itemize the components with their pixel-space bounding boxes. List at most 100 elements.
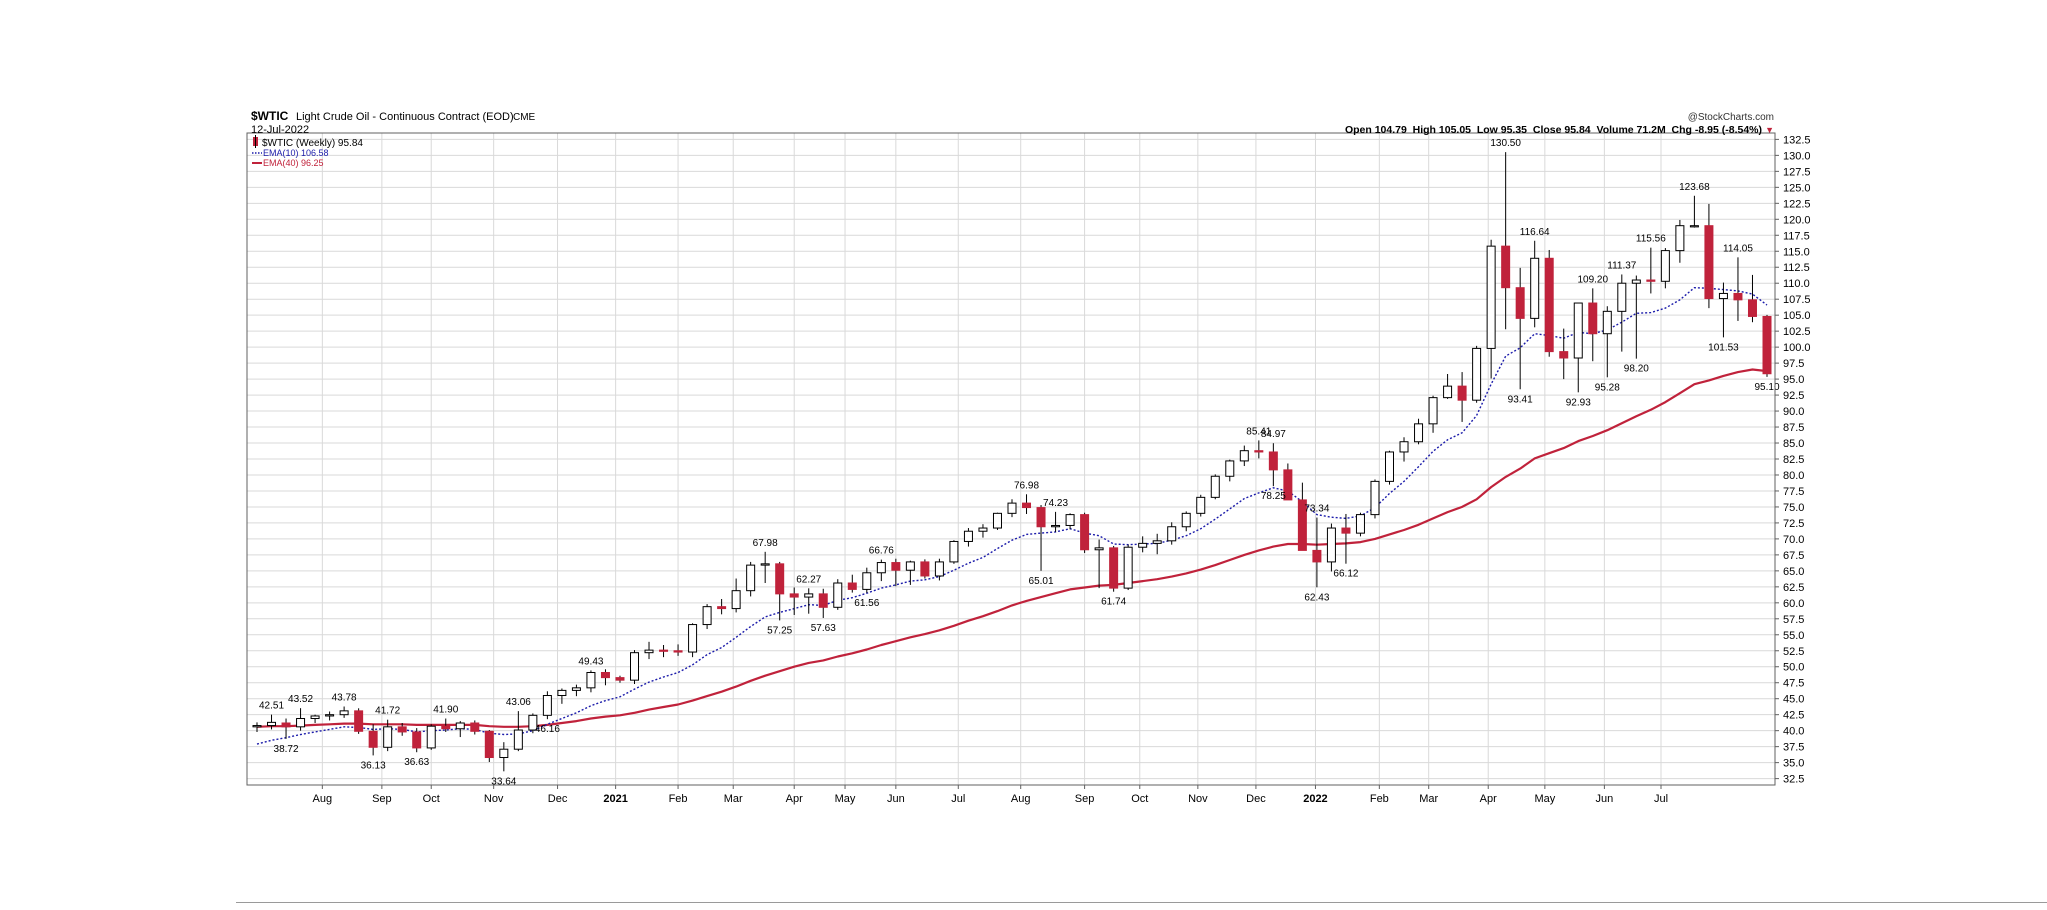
candle [1370,479,1380,519]
price-annotation-label: 93.41 [1508,394,1533,405]
candle-body-up [267,721,277,727]
candle-body-down [1559,351,1569,359]
y-axis-tick-label: 82.5 [1783,454,1804,466]
candle [1181,511,1191,532]
candle [1501,152,1511,330]
candle-body-up [934,561,944,577]
candle [1051,511,1061,532]
price-annotation-label: 57.25 [767,625,792,636]
candle-body-up [1486,245,1496,349]
header-description: Light Crude Oil - Continuous Contract (E… [296,111,514,123]
candle-body-up [731,590,741,610]
price-annotation-label: 41.72 [375,706,400,717]
y-axis-tick-label: 70.0 [1783,534,1804,546]
price-annotation-label: 115.56 [1636,234,1666,245]
candle-body-up [963,530,973,542]
ema40-line [256,368,1768,728]
candle [1268,443,1278,487]
chart-header: $WTIC Light Crude Oil - Continuous Contr… [251,109,1774,136]
candle [1355,512,1365,537]
y-axis-tick-label: 50.0 [1783,662,1804,674]
candle [818,588,828,618]
candle [571,684,581,697]
candle [905,560,915,585]
header-ohlc-marker: ▼ [1765,125,1774,135]
candle [992,512,1002,530]
candle [1617,274,1627,352]
candle-body-up [252,725,262,728]
candle [339,706,349,718]
x-axis-tick-label: Apr [1480,793,1497,805]
candle-body-up [513,729,523,750]
price-annotation-label: 33.64 [491,776,516,787]
candle-body-up [1399,441,1409,453]
candle [1573,302,1583,393]
y-axis-tick-label: 62.5 [1783,582,1804,594]
candle-body-up [571,687,581,691]
candle-body-up [1167,526,1177,542]
candle [1297,482,1307,551]
candle-body-up [702,606,712,626]
y-axis-tick-label: 72.5 [1783,518,1804,530]
candle [1210,474,1220,500]
y-axis-tick-label: 55.0 [1783,630,1804,642]
candle-body-up [1152,540,1162,544]
price-annotation-label: 84.97 [1261,429,1286,440]
candle-body-up [1385,451,1394,482]
price-annotation-label: 36.13 [361,760,386,771]
candle-body-down [659,649,669,652]
legend-item-ema40: EMA(40) 96.25 [252,158,324,168]
ema10-line [256,287,1768,745]
candle [1167,522,1177,545]
candle [1762,314,1772,377]
candle [1036,505,1046,571]
candle-body-down [412,731,422,749]
candle [688,623,698,658]
candle-body-up [1660,250,1670,282]
candle-body-down [789,593,799,598]
candle [470,720,480,735]
candle [1472,345,1482,403]
candle-body-up [630,652,639,681]
candle [397,722,407,736]
y-axis-tick-label: 85.0 [1783,438,1804,450]
legend-ema40-label: EMA(40) 96.25 [263,158,324,168]
candle-body-up [746,564,756,592]
x-axis-tick-label: Aug [1011,793,1031,805]
candle [441,718,451,732]
candle-body-up [1602,310,1612,335]
candle [1399,437,1409,462]
y-axis-tick-label: 107.5 [1783,294,1811,306]
candle [1631,275,1641,359]
candle [1689,195,1699,228]
y-axis-tick-label: 90.0 [1783,406,1804,418]
candle-body-up [1631,279,1641,284]
candle-body-up [876,562,886,574]
price-annotation-label: 85.41 [1246,426,1271,437]
y-axis-tick-label: 132.5 [1783,134,1811,146]
x-axis-tick-label: Jun [1596,793,1614,805]
candle-body-up [1428,397,1438,425]
header-date: 12-Jul-2022 [251,124,309,136]
candle [862,567,872,593]
candle-body-up [949,540,959,563]
y-axis-tick-label: 115.0 [1783,246,1810,258]
price-annotation-label: 43.06 [506,697,531,708]
candle [1515,267,1525,390]
header-symbol: $WTIC [251,109,289,123]
price-annotation-label: 66.12 [1333,569,1358,580]
price-annotation-label: 43.78 [332,693,357,704]
candle [1109,545,1119,592]
candle [1675,219,1685,263]
candle [1602,306,1612,378]
x-axis-tick-label: Oct [1131,793,1148,805]
candle-body-down [600,671,610,679]
price-annotation-label: 73.34 [1304,504,1329,515]
price-annotation-label: 66.76 [869,546,894,557]
candle [804,588,814,614]
candle-body-up [1239,450,1249,462]
price-annotation-label: 95.28 [1595,382,1620,393]
y-axis-tick-label: 120.0 [1783,214,1811,226]
candle [600,669,610,686]
x-axis-tick-label: Apr [786,793,803,805]
